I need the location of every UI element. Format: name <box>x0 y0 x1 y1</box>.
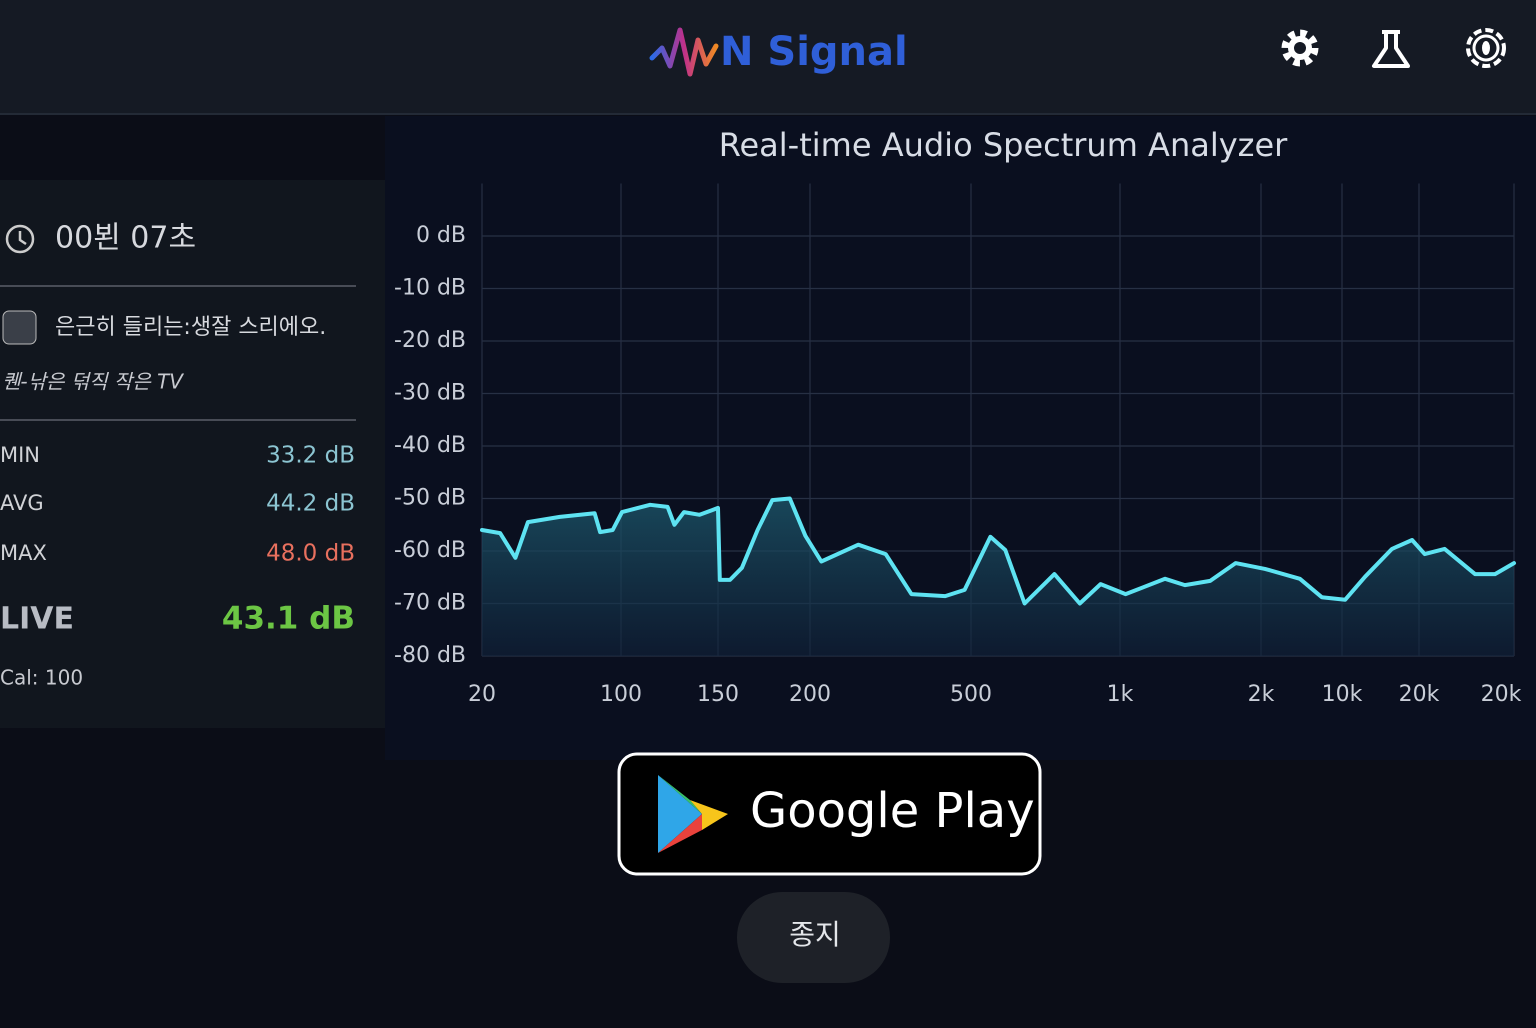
y-tick-label: -70 dB <box>394 591 466 616</box>
stop-button[interactable]: 종지 <box>737 892 890 983</box>
x-tick-label: 20k <box>1481 682 1522 707</box>
stat-value: 48.0 dB <box>266 541 355 567</box>
area-fill <box>482 498 1514 656</box>
x-tick-label: 150 <box>697 682 739 707</box>
y-tick-label: -20 dB <box>394 328 466 353</box>
plot: 0 dB -10 dB -20 dB -30 dB -40 dB -50 dB -60 dB… <box>394 183 1522 707</box>
stat-label: MAX <box>0 541 47 565</box>
x-tick-label: 1k <box>1107 682 1134 707</box>
x-tick-label: 2k <box>1248 682 1275 707</box>
lab-button[interactable] <box>1372 30 1410 68</box>
y-tick-label: 0 dB <box>416 223 466 248</box>
y-tick-label: -10 dB <box>394 276 466 301</box>
timer-hand <box>18 231 27 246</box>
y-tick-label: -40 dB <box>394 433 466 458</box>
chart-panel <box>385 116 1536 760</box>
device-icon <box>2 310 37 345</box>
logo-icon <box>649 27 719 77</box>
y-tick-label: -80 dB <box>394 643 466 668</box>
top-bar <box>0 0 1536 114</box>
stat-label: MIN <box>0 443 40 467</box>
chart-title: Real-time Audio Spectrum Analyzer <box>719 126 1288 164</box>
source: 은근히 들리는:생잘 스리에오. <box>55 315 326 340</box>
timer-icon <box>5 224 35 254</box>
calibration: Cal: 100 <box>0 666 83 690</box>
y-tick-label: -60 dB <box>394 538 466 563</box>
x-tick-label: 500 <box>950 682 992 707</box>
spectrum-line <box>480 496 1516 606</box>
stat-label: AVG <box>0 491 44 515</box>
stat-value: 44.2 dB <box>266 491 355 517</box>
live-label: LIVE <box>0 602 74 637</box>
stats-panel <box>0 180 385 728</box>
x-tick-label: 100 <box>600 682 642 707</box>
timer: 00뵌 07초 <box>55 221 196 256</box>
live-value: 43.1 dB <box>222 601 355 637</box>
stop-label: 종지 <box>789 918 841 951</box>
stat-value: 33.2 dB <box>266 443 355 469</box>
x-tick-label: 20k <box>1399 682 1440 707</box>
device: 퀜-낚은 덖직 작은 TV <box>2 370 184 394</box>
settings-button[interactable] <box>1281 29 1319 67</box>
y-tick-label: -30 dB <box>394 381 466 406</box>
logo-text: N Signal <box>720 29 908 75</box>
y-tick-label: -50 dB <box>394 486 466 511</box>
x-tick-label: 20 <box>468 682 496 707</box>
advanced-settings-button[interactable] <box>1466 28 1506 68</box>
x-tick-label: 200 <box>789 682 831 707</box>
google-play-button[interactable]: Google Play <box>617 752 1042 876</box>
x-tick-label: 10k <box>1322 682 1363 707</box>
store-label: Google Play <box>750 783 1035 839</box>
